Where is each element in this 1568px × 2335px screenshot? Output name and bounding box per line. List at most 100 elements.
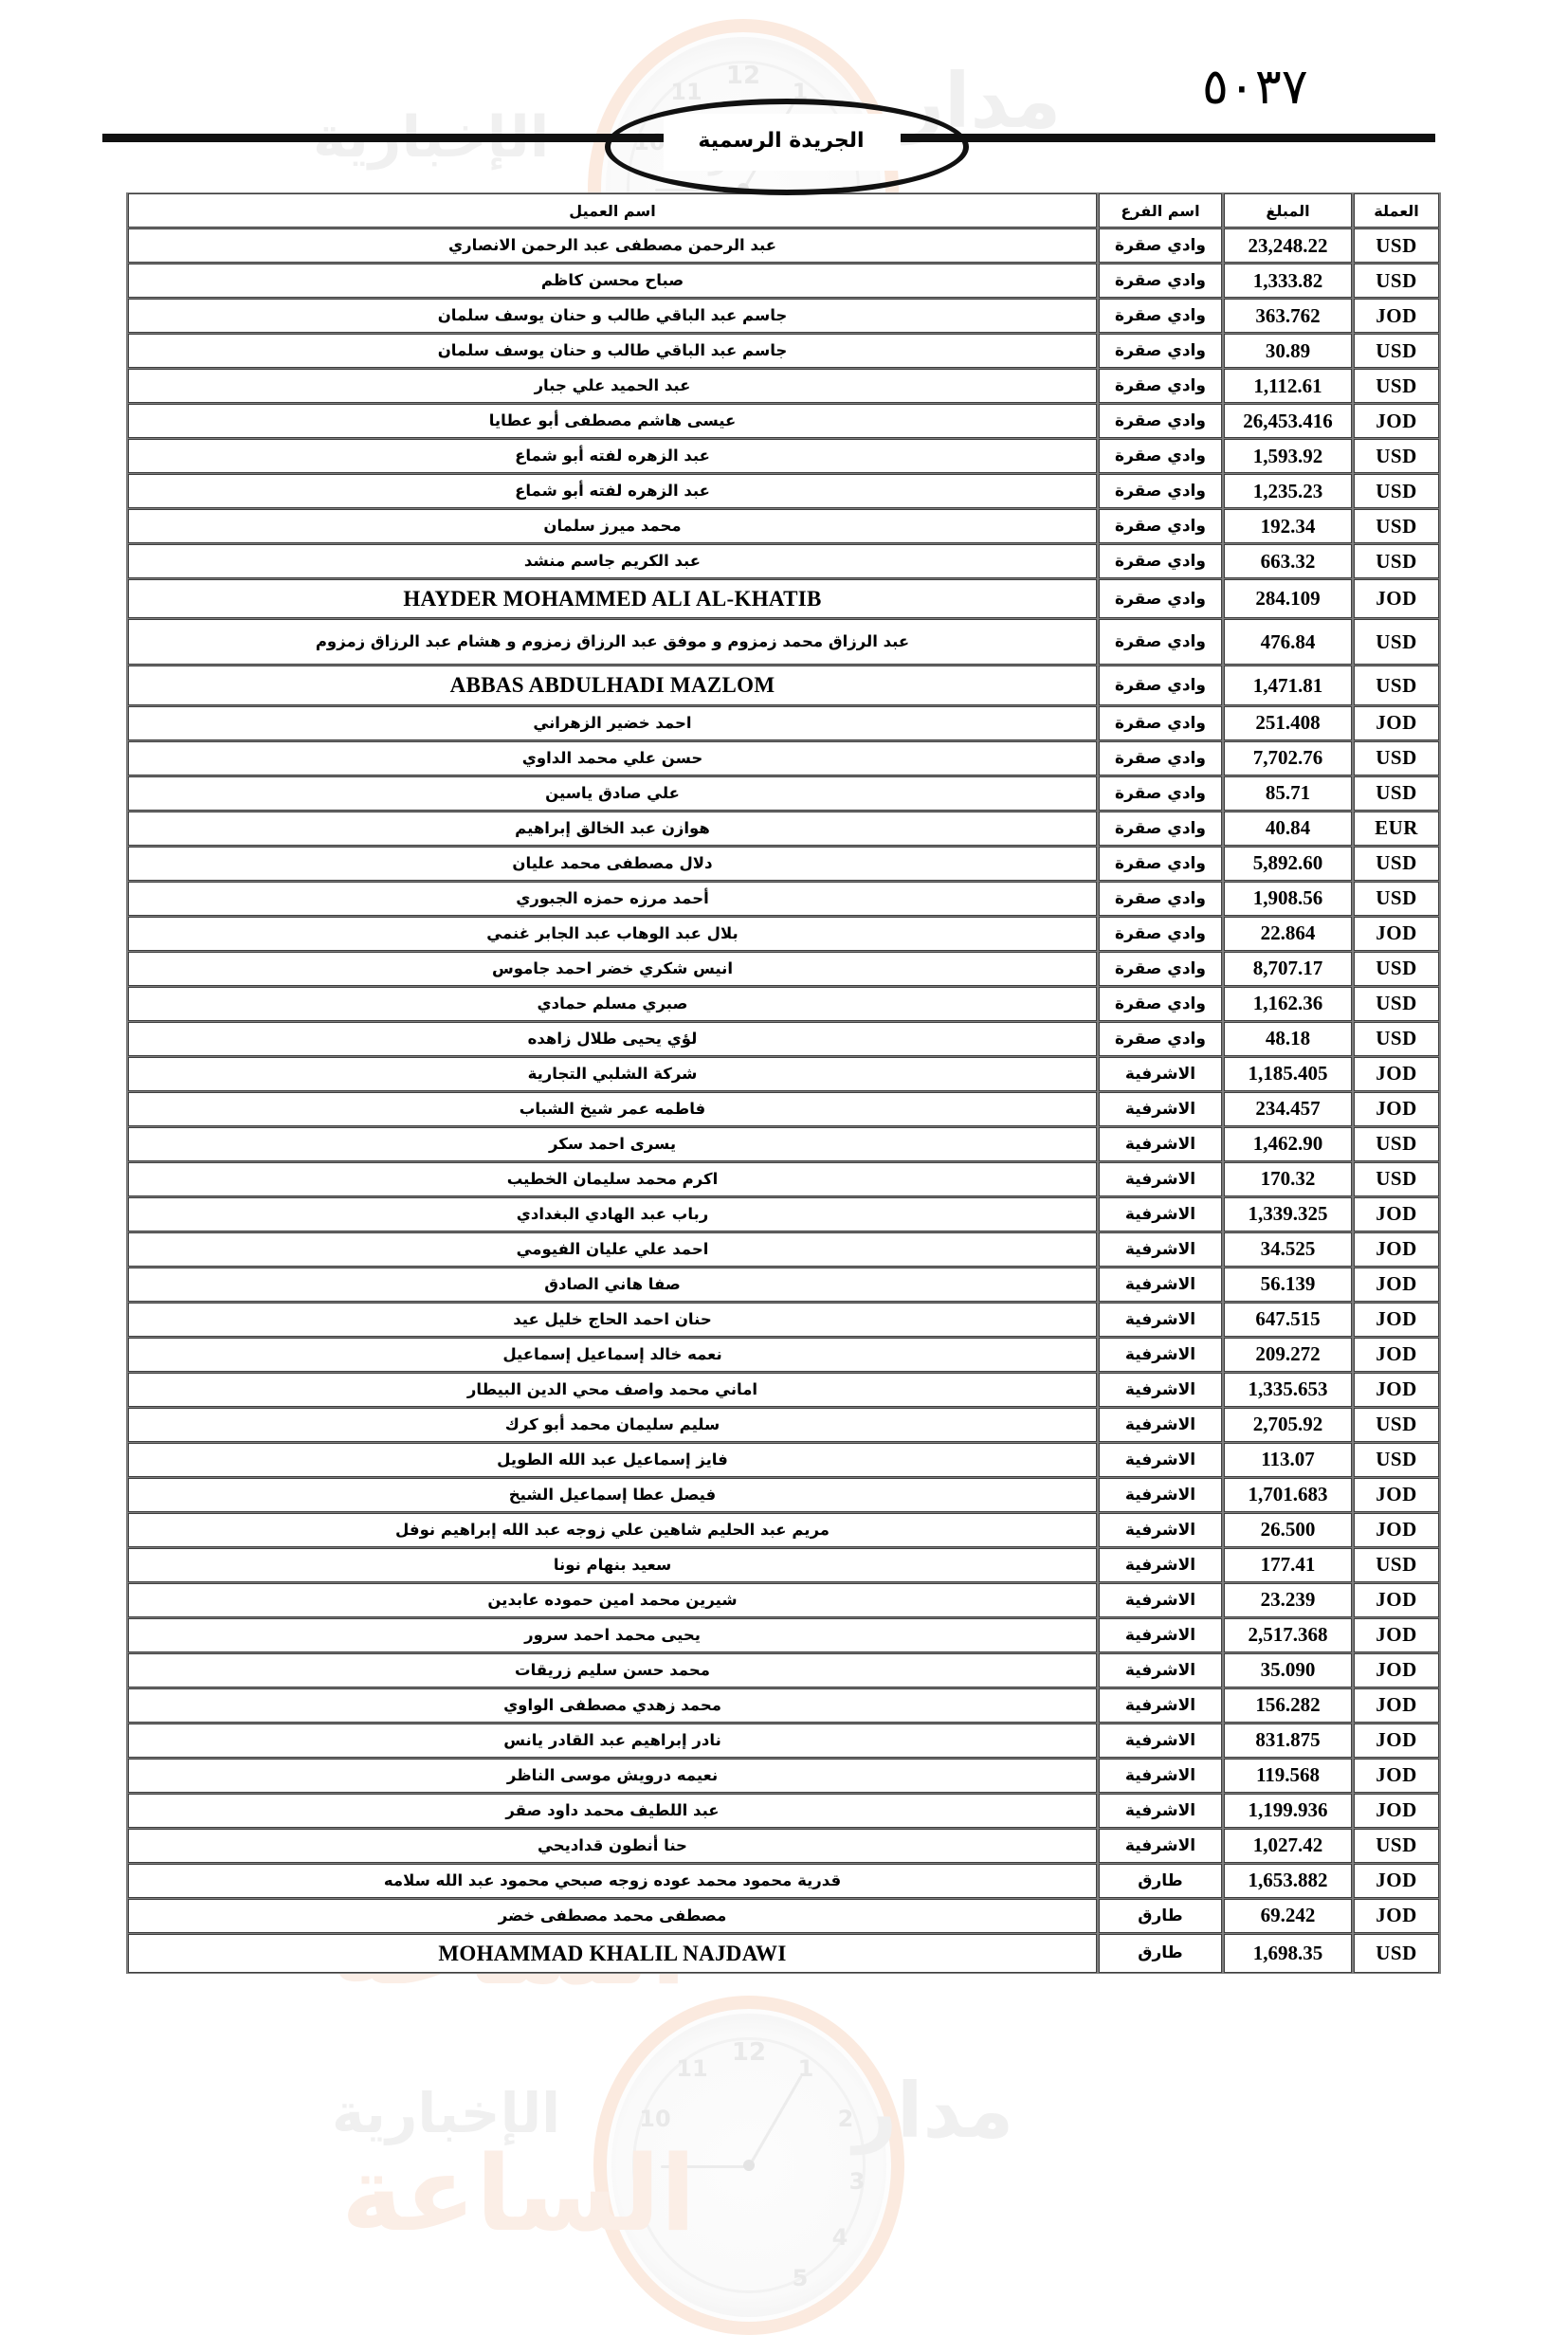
cell-currency: JOD bbox=[1354, 1372, 1439, 1407]
table-row: JOD 251.408 وادي صقرة احمد خضير الزهراني bbox=[128, 705, 1439, 740]
clock-watermark-footer: 12 11 10 9 1 2 3 4 5 bbox=[593, 1996, 904, 2335]
cell-client-name: حنان احمد الحاج خليل عيد bbox=[128, 1302, 1097, 1337]
table-row: JOD 22.864 وادي صقرة بلال عبد الوهاب عبد ال… bbox=[128, 916, 1439, 951]
cell-amount: 192.34 bbox=[1224, 509, 1352, 543]
cell-amount: 1,333.82 bbox=[1224, 264, 1352, 298]
cell-amount: 156.282 bbox=[1224, 1687, 1352, 1723]
cell-currency: JOD bbox=[1354, 1231, 1439, 1267]
cell-branch: وادي صقرة bbox=[1099, 1021, 1222, 1056]
cell-currency: USD bbox=[1354, 1828, 1439, 1863]
cell-currency: USD bbox=[1354, 264, 1439, 298]
cell-amount: 2,705.92 bbox=[1224, 1407, 1352, 1442]
table-row: JOD 1,653.882 طارق قدرية محمود محمد عوده زو… bbox=[128, 1863, 1439, 1898]
cell-branch: طارق bbox=[1099, 1898, 1222, 1933]
cell-branch: الاشرفية bbox=[1099, 1793, 1222, 1828]
cell-currency: JOD bbox=[1354, 1723, 1439, 1758]
cell-client-name: قدرية محمود محمد عوده زوجه صبحي محمود عب… bbox=[128, 1863, 1097, 1898]
cell-branch: الاشرفية bbox=[1099, 1302, 1222, 1337]
table-row: JOD 363.762 وادي صقرة جاسم عبد الباقي طالب … bbox=[128, 299, 1439, 333]
table-row: EUR 40.84 وادي صقرة هوازن عبد الخالق إبراهي… bbox=[128, 811, 1439, 846]
cell-currency: USD bbox=[1354, 1407, 1439, 1442]
cell-currency: JOD bbox=[1354, 1687, 1439, 1723]
cell-amount: 234.457 bbox=[1224, 1091, 1352, 1126]
cell-branch: الاشرفية bbox=[1099, 1372, 1222, 1407]
cell-branch: الاشرفية bbox=[1099, 1828, 1222, 1863]
table-row: USD 192.34 وادي صقرة محمد ميرز سلمان bbox=[128, 509, 1439, 543]
table-row: JOD 234.457 الاشرفية فاطمه عمر شيخ الشباب bbox=[128, 1091, 1439, 1126]
cell-branch: وادي صقرة bbox=[1099, 228, 1222, 263]
table-row: JOD 284.109 وادي صقرة HAYDER MOHAMMED ALI A… bbox=[128, 579, 1439, 619]
ledger-table-body: USD 23,248.22 وادي صقرة عبد الرحمن مصطفى عب… bbox=[128, 228, 1439, 1974]
cell-amount: 663.32 bbox=[1224, 544, 1352, 578]
cell-currency: JOD bbox=[1354, 1337, 1439, 1372]
column-header-branch: اسم الفرع bbox=[1099, 193, 1222, 228]
cell-client-name: لؤي يحيى طلال زاهده bbox=[128, 1021, 1097, 1056]
cell-client-name: عبد اللطيف محمد داود صقر bbox=[128, 1793, 1097, 1828]
cell-client-name: ABBAS ABDULHADI MAZLOM bbox=[128, 666, 1097, 705]
cell-currency: JOD bbox=[1354, 1758, 1439, 1793]
cell-branch: الاشرفية bbox=[1099, 1126, 1222, 1161]
cell-currency: JOD bbox=[1354, 1091, 1439, 1126]
column-header-amount: المبلغ bbox=[1224, 193, 1352, 228]
table-row: USD 1,462.90 الاشرفية يسرى احمد سكر bbox=[128, 1126, 1439, 1161]
table-row: USD 1,698.35 طارق MOHAMMAD KHALIL NAJDAWI bbox=[128, 1933, 1439, 1974]
cell-currency: USD bbox=[1354, 1547, 1439, 1582]
cell-currency: JOD bbox=[1354, 1652, 1439, 1687]
watermark-brand-arabic-9: مدار bbox=[853, 2067, 1014, 2155]
table-row: USD 1,471.81 وادي صقرة ABBAS ABDULHADI MAZL… bbox=[128, 666, 1439, 705]
cell-amount: 1,471.81 bbox=[1224, 666, 1352, 705]
cell-amount: 8,707.17 bbox=[1224, 951, 1352, 986]
masthead: الجريدة الرسمية bbox=[605, 99, 957, 184]
cell-currency: USD bbox=[1354, 1933, 1439, 1974]
cell-amount: 1,653.882 bbox=[1224, 1863, 1352, 1898]
cell-amount: 22.864 bbox=[1224, 916, 1352, 951]
table-row: JOD 34.525 الاشرفية احمد علي عليان الفيومي bbox=[128, 1231, 1439, 1267]
table-row: USD 85.71 وادي صقرة علي صادق ياسين bbox=[128, 775, 1439, 811]
cell-amount: 1,593.92 bbox=[1224, 439, 1352, 473]
cell-client-name: عبد الرحمن مصطفى عبد الرحمن الانصاري bbox=[128, 228, 1097, 263]
cell-branch: وادي صقرة bbox=[1099, 705, 1222, 740]
cell-currency: USD bbox=[1354, 775, 1439, 811]
cell-currency: USD bbox=[1354, 334, 1439, 368]
cell-client-name: جاسم عبد الباقي طالب و حنان يوسف سلمان bbox=[128, 299, 1097, 333]
table-row: USD 7,702.76 وادي صقرة حسن علي محمد الداوي bbox=[128, 740, 1439, 775]
watermark-brand-arabic-10: الساعة bbox=[341, 2133, 697, 2254]
cell-client-name: محمد حسن سليم زريقات bbox=[128, 1652, 1097, 1687]
table-row: USD 1,593.92 وادي صقرة عبد الزهره لفته أبو … bbox=[128, 439, 1439, 473]
cell-client-name: مريم عبد الحليم شاهين علي زوجه عبد الله … bbox=[128, 1512, 1097, 1547]
cell-branch: الاشرفية bbox=[1099, 1161, 1222, 1196]
cell-client-name: دلال مصطفى محمد عليان bbox=[128, 846, 1097, 881]
cell-currency: USD bbox=[1354, 1161, 1439, 1196]
cell-client-name: فايز إسماعيل عبد الله الطويل bbox=[128, 1442, 1097, 1477]
cell-amount: 1,185.405 bbox=[1224, 1056, 1352, 1091]
cell-branch: وادي صقرة bbox=[1099, 951, 1222, 986]
cell-client-name: HAYDER MOHAMMED ALI AL-KHATIB bbox=[128, 579, 1097, 619]
cell-client-name: حسن علي محمد الداوي bbox=[128, 740, 1097, 775]
table-row: USD 1,027.42 الاشرفية حنا أنطون قداديحي bbox=[128, 1828, 1439, 1863]
cell-currency: JOD bbox=[1354, 1898, 1439, 1933]
cell-amount: 831.875 bbox=[1224, 1723, 1352, 1758]
table-row: USD 1,112.61 وادي صقرة عبد الحميد علي جبار bbox=[128, 369, 1439, 403]
cell-currency: USD bbox=[1354, 474, 1439, 508]
cell-branch: وادي صقرة bbox=[1099, 740, 1222, 775]
cell-amount: 1,701.683 bbox=[1224, 1477, 1352, 1512]
cell-amount: 34.525 bbox=[1224, 1231, 1352, 1267]
cell-branch: الاشرفية bbox=[1099, 1687, 1222, 1723]
cell-client-name: عيسى هاشم مصطفى أبو عطايا bbox=[128, 404, 1097, 438]
cell-amount: 23.239 bbox=[1224, 1582, 1352, 1617]
cell-amount: 40.84 bbox=[1224, 811, 1352, 846]
table-row: JOD 35.090 الاشرفية محمد حسن سليم زريقات bbox=[128, 1652, 1439, 1687]
cell-amount: 23,248.22 bbox=[1224, 228, 1352, 263]
cell-currency: JOD bbox=[1354, 1302, 1439, 1337]
cell-client-name: سليم سليمان محمد أبو كرك bbox=[128, 1407, 1097, 1442]
cell-branch: وادي صقرة bbox=[1099, 299, 1222, 333]
cell-client-name: شيرين محمد امين حموده عابدين bbox=[128, 1582, 1097, 1617]
cell-client-name: احمد علي عليان الفيومي bbox=[128, 1231, 1097, 1267]
cell-currency: JOD bbox=[1354, 1056, 1439, 1091]
cell-amount: 177.41 bbox=[1224, 1547, 1352, 1582]
cell-amount: 119.568 bbox=[1224, 1758, 1352, 1793]
cell-currency: USD bbox=[1354, 1021, 1439, 1056]
cell-branch: الاشرفية bbox=[1099, 1723, 1222, 1758]
table-row: JOD 119.568 الاشرفية نعيمه درويش موسى الناظ… bbox=[128, 1758, 1439, 1793]
cell-amount: 48.18 bbox=[1224, 1021, 1352, 1056]
